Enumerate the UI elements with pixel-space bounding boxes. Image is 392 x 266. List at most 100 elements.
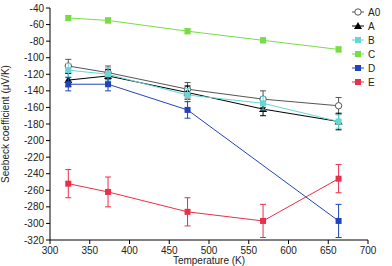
error-bar bbox=[185, 29, 191, 34]
plot-area bbox=[64, 15, 342, 238]
error-bar bbox=[336, 47, 342, 52]
y-tick bbox=[46, 124, 50, 125]
data-point bbox=[105, 71, 111, 77]
series-line bbox=[68, 66, 338, 106]
y-tick bbox=[46, 107, 50, 108]
series-line bbox=[68, 18, 338, 49]
y-tick bbox=[46, 140, 50, 141]
y-tick-label: -320 bbox=[24, 235, 44, 246]
data-point bbox=[105, 81, 111, 87]
data-point bbox=[65, 181, 71, 187]
x-tick bbox=[328, 240, 329, 244]
legend-label: C bbox=[368, 49, 375, 60]
error-bar bbox=[336, 97, 342, 114]
legend-marker bbox=[355, 9, 361, 15]
error-bar bbox=[336, 204, 342, 237]
data-point bbox=[335, 103, 341, 109]
x-tick bbox=[89, 240, 90, 244]
y-tick bbox=[46, 223, 50, 224]
error-bar bbox=[336, 115, 342, 128]
x-tick bbox=[248, 240, 249, 244]
series-line bbox=[68, 179, 338, 221]
error-bar bbox=[185, 88, 191, 101]
legend-marker bbox=[354, 22, 362, 29]
x-tick bbox=[169, 240, 170, 244]
x-tick bbox=[209, 240, 210, 244]
y-tick bbox=[46, 8, 50, 9]
data-point bbox=[185, 28, 191, 34]
data-point bbox=[336, 46, 342, 52]
error-bar bbox=[260, 38, 266, 43]
data-point bbox=[336, 176, 342, 182]
y-tick bbox=[46, 74, 50, 75]
data-point bbox=[336, 218, 342, 224]
error-bar bbox=[65, 15, 71, 20]
data-point bbox=[335, 118, 343, 125]
y-tick-label: -80 bbox=[30, 36, 45, 47]
x-tick-label: 300 bbox=[42, 245, 59, 256]
y-tick-label: -220 bbox=[24, 152, 44, 163]
y-tick bbox=[46, 57, 50, 58]
data-point bbox=[185, 92, 191, 98]
y-tick-label: -140 bbox=[24, 85, 44, 96]
x-tick bbox=[288, 240, 289, 244]
x-tick-label: 650 bbox=[320, 245, 337, 256]
x-axis-label: Temperature (K) bbox=[173, 255, 245, 266]
error-bar bbox=[65, 170, 71, 198]
y-tick-label: -160 bbox=[24, 102, 44, 113]
y-axis-label: Seebeck coefficient (μV/K) bbox=[0, 65, 11, 183]
data-point bbox=[185, 209, 191, 215]
x-tick-label: 700 bbox=[360, 245, 377, 256]
legend-label: A bbox=[368, 21, 375, 32]
error-bar bbox=[65, 78, 71, 91]
legend-label: D bbox=[368, 63, 375, 74]
error-bar bbox=[105, 78, 111, 91]
error-bar bbox=[185, 198, 191, 226]
y-tick bbox=[46, 24, 50, 25]
data-point bbox=[65, 81, 71, 87]
x-tick bbox=[50, 240, 51, 244]
error-bar bbox=[105, 177, 111, 207]
error-bar bbox=[185, 102, 191, 119]
y-tick-label: -280 bbox=[24, 201, 44, 212]
series-line bbox=[68, 84, 338, 221]
y-tick-label: -180 bbox=[24, 119, 44, 130]
x-tick-label: 400 bbox=[121, 245, 138, 256]
y-tick bbox=[46, 157, 50, 158]
legend-label: A0 bbox=[368, 7, 381, 18]
error-bar bbox=[65, 64, 71, 77]
y-tick bbox=[46, 90, 50, 91]
error-bar bbox=[260, 204, 266, 237]
y-tick bbox=[46, 240, 50, 241]
legend: A0 ABCDE bbox=[352, 7, 381, 88]
data-point bbox=[260, 37, 266, 43]
y-tick-label: -200 bbox=[24, 135, 44, 146]
y-tick-label: -240 bbox=[24, 168, 44, 179]
x-tick bbox=[368, 240, 369, 244]
legend-marker bbox=[355, 37, 361, 43]
data-point bbox=[260, 218, 266, 224]
data-point bbox=[65, 67, 71, 73]
y-tick-label: -300 bbox=[24, 218, 44, 229]
y-tick bbox=[46, 190, 50, 191]
y-tick-label: -100 bbox=[24, 52, 44, 63]
legend-label: E bbox=[368, 77, 375, 88]
legend-marker bbox=[355, 51, 361, 57]
x-tick-label: 350 bbox=[81, 245, 98, 256]
error-bar bbox=[336, 113, 342, 130]
data-point bbox=[185, 107, 191, 113]
data-point bbox=[105, 189, 111, 195]
data-point bbox=[260, 100, 266, 106]
y-tick bbox=[46, 173, 50, 174]
data-point bbox=[105, 17, 111, 23]
legend-label: B bbox=[368, 35, 375, 46]
y-tick bbox=[46, 206, 50, 207]
y-tick bbox=[46, 41, 50, 42]
error-bar bbox=[260, 97, 266, 110]
error-bar bbox=[105, 18, 111, 23]
y-tick-label: -260 bbox=[24, 185, 44, 196]
x-tick-label: 600 bbox=[280, 245, 297, 256]
legend-marker bbox=[355, 65, 361, 71]
legend-marker bbox=[355, 79, 361, 85]
y-tick-label: -60 bbox=[30, 19, 45, 30]
